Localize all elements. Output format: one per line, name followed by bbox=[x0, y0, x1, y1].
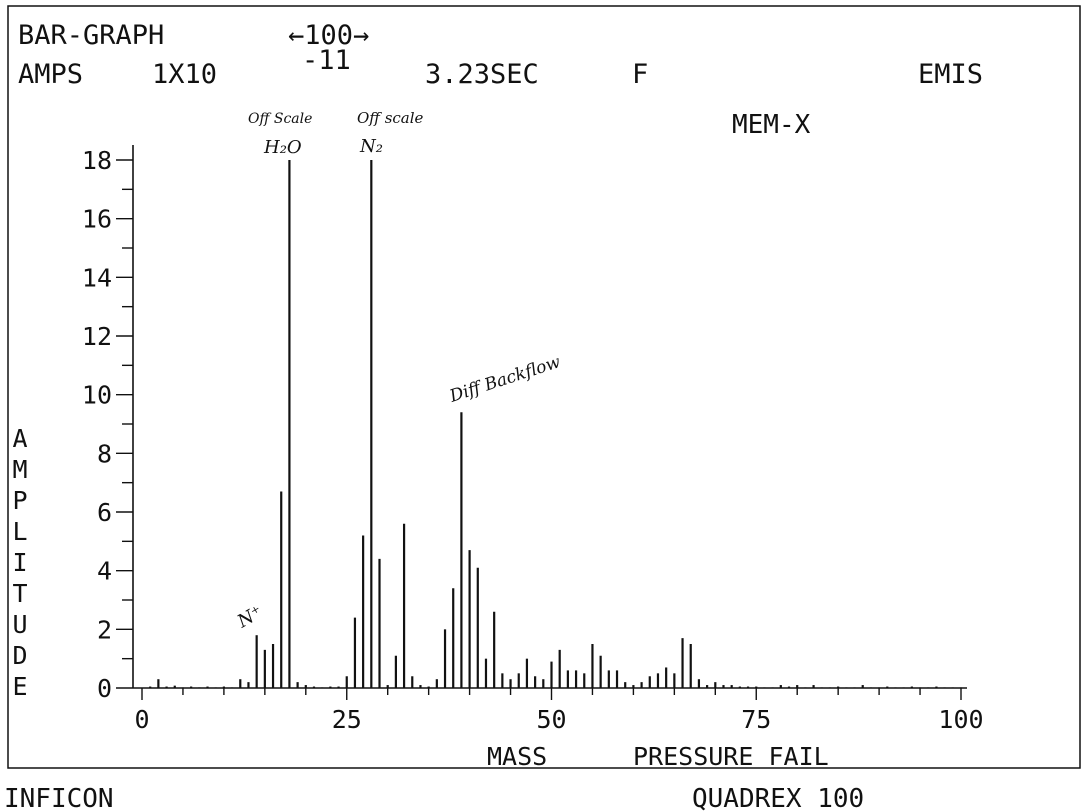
y-tick-label: 12 bbox=[82, 322, 112, 351]
x-tick-label: 75 bbox=[741, 705, 771, 734]
y-tick-label: 14 bbox=[82, 263, 112, 292]
spectrum-bars bbox=[149, 160, 963, 688]
annotation-n2-offscale: Off scale bbox=[357, 109, 424, 127]
annotation-h2o-offscale: Off Scale bbox=[248, 111, 312, 127]
y-tick-label: 18 bbox=[82, 146, 112, 175]
annotation-n2-species: N₂ bbox=[359, 136, 383, 157]
y-tick-label: 16 bbox=[82, 205, 112, 234]
annotation-n2: Off scale N₂ bbox=[357, 109, 424, 157]
x-axis-ticks: 0 25 50 75 100 bbox=[134, 688, 984, 734]
y-tick-label: 4 bbox=[97, 557, 112, 586]
header-time-label: 3.23SEC bbox=[425, 59, 539, 90]
annotation-backflow-text: Diff Backflow bbox=[446, 352, 563, 407]
header-mem-label: MEM-X bbox=[732, 110, 811, 140]
header-mode-label: BAR-GRAPH bbox=[18, 20, 164, 51]
y-tick-label: 8 bbox=[97, 439, 112, 468]
y-tick-label: 10 bbox=[82, 381, 112, 410]
y-tick-label: 0 bbox=[97, 674, 112, 703]
annotation-backflow: Diff Backflow bbox=[446, 352, 563, 407]
annotation-h2o: Off Scale H₂O bbox=[248, 111, 312, 158]
footer-model: QUADREX 100 bbox=[692, 784, 864, 812]
x-tick-label: 0 bbox=[134, 705, 149, 734]
y-axis-ticks: 0 2 4 6 8 10 12 14 16 18 bbox=[82, 146, 133, 703]
pressure-status-label: PRESSURE FAIL bbox=[633, 742, 829, 771]
annotation-n-plus-text: N⁺ bbox=[233, 602, 266, 633]
header-scale-exponent: -11 bbox=[302, 45, 351, 76]
chart-frame bbox=[7, 5, 1081, 769]
x-tick-label: 25 bbox=[332, 705, 362, 734]
annotation-h2o-species: H₂O bbox=[263, 137, 302, 158]
header-flag-label: F bbox=[632, 59, 648, 90]
y-tick-label: 2 bbox=[97, 615, 112, 644]
y-tick-label: 6 bbox=[97, 498, 112, 527]
header-range-label: ←100→ bbox=[288, 20, 369, 51]
annotation-n-plus: N⁺ bbox=[233, 602, 266, 633]
x-tick-label: 50 bbox=[536, 705, 566, 734]
footer-brand: INFICON bbox=[4, 784, 114, 812]
x-tick-label: 100 bbox=[938, 705, 983, 734]
header-emis-label: EMIS bbox=[918, 59, 983, 90]
header-scale-label: 1X10 bbox=[152, 59, 217, 90]
header-amps-label: AMPS bbox=[18, 59, 83, 90]
x-axis-label: MASS bbox=[487, 742, 547, 771]
